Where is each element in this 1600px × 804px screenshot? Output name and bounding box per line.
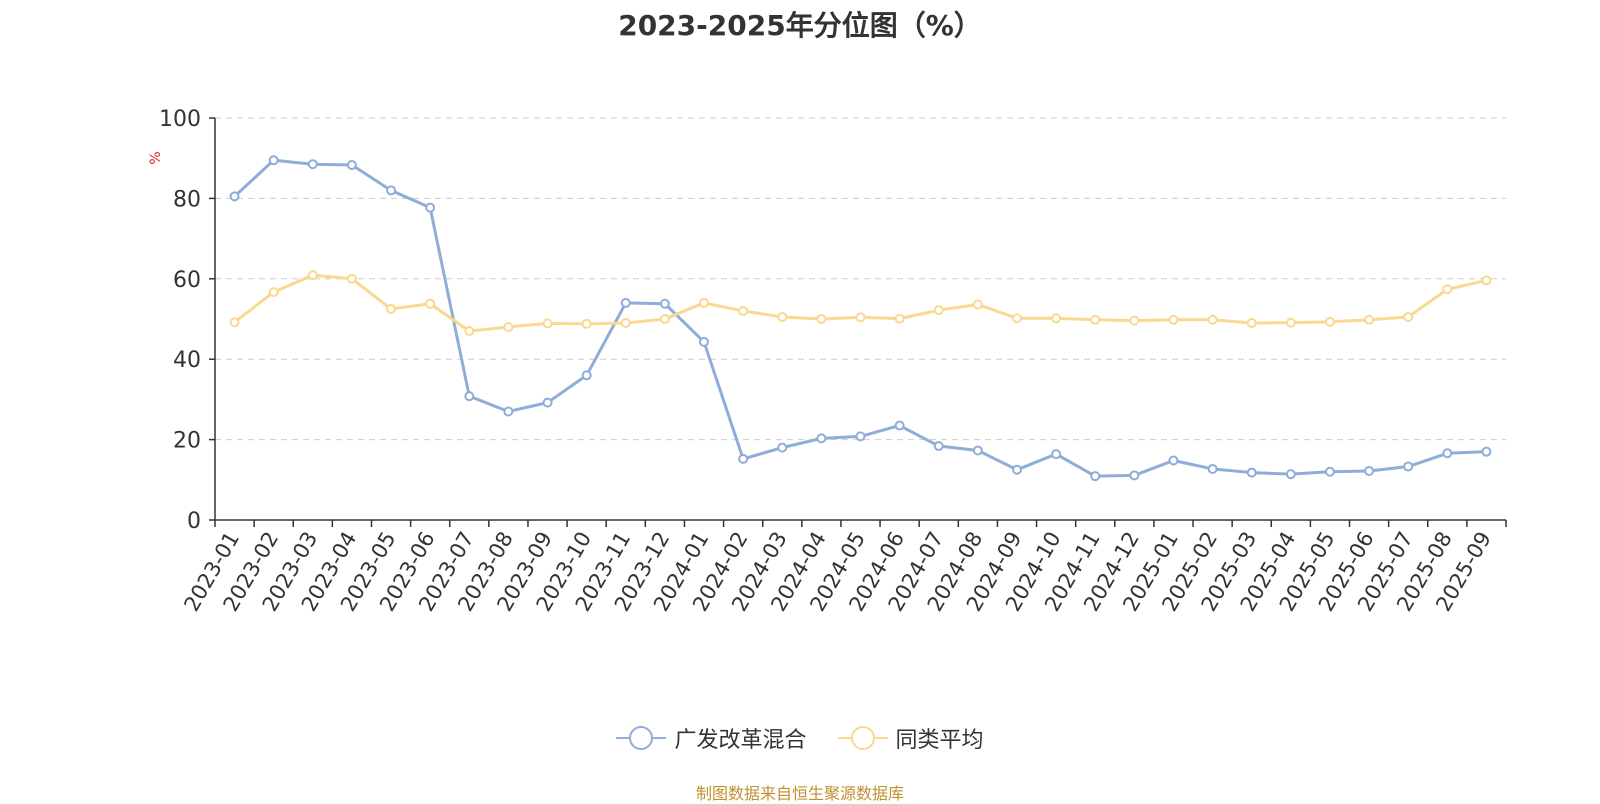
axes — [209, 117, 1507, 527]
series-2-point — [1324, 316, 1335, 327]
series-2-point — [542, 318, 553, 329]
y-tick-label: 20 — [173, 429, 201, 454]
series-2-point — [699, 297, 710, 308]
series-1-point — [425, 202, 436, 213]
series-1-point — [464, 391, 475, 402]
legend-item-series-2[interactable]: 同类平均 — [837, 722, 984, 754]
series-1-point — [699, 336, 710, 347]
series-1-point — [1090, 471, 1101, 482]
series-1-point — [777, 442, 788, 453]
series-2-point — [933, 305, 944, 316]
series-1-point — [1207, 463, 1218, 474]
series-1-point — [894, 420, 905, 431]
series-2-point — [894, 313, 905, 324]
series-2-point — [855, 312, 866, 323]
series-2-point — [1129, 315, 1140, 326]
series-1-point — [307, 159, 318, 170]
series-2-point — [1364, 314, 1375, 325]
series-2-point — [268, 287, 279, 298]
source-note: 制图数据来自恒生聚源数据库 — [695, 784, 904, 803]
series-1-point — [503, 406, 514, 417]
series-2-point — [229, 317, 240, 328]
series-1-point — [581, 370, 592, 381]
y-tick-label: 100 — [159, 107, 201, 132]
series-1-point — [855, 431, 866, 442]
legend-symbol-series-1-icon — [616, 726, 667, 750]
series-1-point — [1481, 446, 1492, 457]
series-1-point — [1285, 469, 1296, 480]
series-2-point — [777, 311, 788, 322]
series-2-point — [1403, 311, 1414, 322]
legend-label-series-1: 广发改革混合 — [674, 728, 807, 753]
series-1-point — [816, 433, 827, 444]
series-2-point — [386, 303, 397, 314]
series-2-point — [659, 314, 670, 324]
y-tick-label: 80 — [173, 187, 201, 212]
series-1-point — [268, 155, 279, 166]
legend-item-series-1[interactable]: 广发改革混合 — [616, 722, 807, 754]
legend-symbol-series-2-icon — [837, 726, 888, 750]
series-1-point — [1442, 448, 1453, 459]
grid-lines — [215, 117, 1506, 441]
series-2-point — [503, 322, 514, 333]
series-1-point — [620, 297, 631, 308]
y-tick-label: 60 — [173, 268, 201, 293]
series-1-point — [1168, 455, 1179, 466]
series-2-point — [1011, 313, 1022, 324]
series-2-point — [816, 314, 827, 324]
series-1-point — [542, 397, 553, 408]
series-2-point — [620, 318, 631, 329]
series-1-point — [933, 441, 944, 452]
series-1-point — [229, 191, 240, 202]
series-lines — [229, 155, 1492, 482]
series-1-point — [1051, 449, 1062, 460]
series-1-point — [1011, 464, 1022, 475]
series-2-point — [581, 318, 592, 329]
series-2-point — [738, 305, 749, 316]
series-2-point — [464, 326, 475, 337]
series-1-point — [659, 298, 670, 309]
series-1-point — [1403, 461, 1414, 472]
series-2-point — [972, 299, 983, 310]
series-2-point — [1051, 313, 1062, 324]
series-2-point — [425, 298, 436, 309]
series-2-point — [1246, 318, 1257, 329]
series-2-point — [1207, 314, 1218, 325]
series-1-point — [1129, 470, 1140, 481]
series-1-point — [1324, 466, 1335, 477]
legend-label-series-2: 同类平均 — [895, 728, 984, 753]
series-2-point — [1442, 284, 1453, 295]
series-2-point — [307, 270, 318, 281]
y-tick-label: 40 — [173, 348, 201, 373]
legend: 广发改革混合 同类平均 — [0, 722, 1600, 756]
series-line-2 — [233, 273, 1487, 333]
series-2-point — [1481, 275, 1492, 286]
series-1-point — [346, 160, 357, 171]
series-1-point — [738, 453, 749, 464]
tick-labels: 020406080100%2023-012023-022023-032023-0… — [148, 107, 1496, 615]
series-2-point — [1090, 314, 1101, 325]
chart-title: 2023-2025年分位图（%） — [618, 9, 982, 42]
series-1-point — [972, 445, 983, 456]
series-1-point — [1246, 467, 1257, 478]
series-2-point — [1168, 314, 1179, 325]
series-1-point — [1364, 465, 1375, 476]
y-tick-label: 0 — [187, 509, 201, 534]
series-2-point — [346, 273, 357, 284]
series-1-point — [386, 185, 397, 196]
y-axis-label: % — [148, 151, 164, 164]
series-2-point — [1285, 317, 1296, 328]
